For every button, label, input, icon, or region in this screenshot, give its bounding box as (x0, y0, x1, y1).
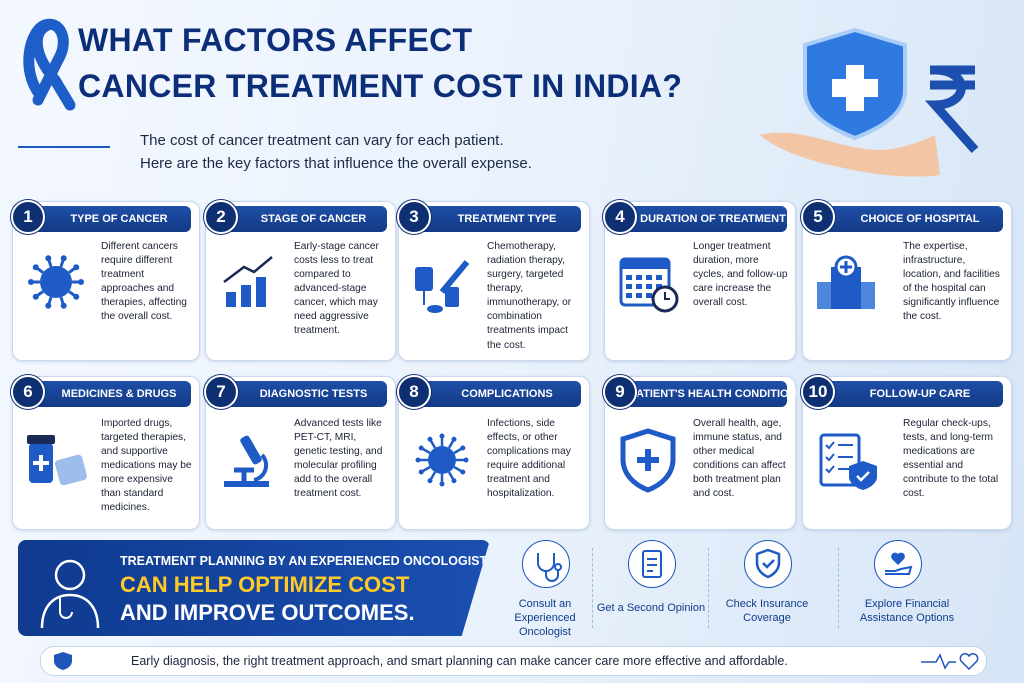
card-text: Imported drugs, targeted therapies, and … (101, 418, 192, 514)
factor-card: FOLLOW-UP CARE 10 Regular check-ups, tests… (801, 375, 1012, 530)
divider (708, 548, 709, 628)
factor-card: TYPE OF CANCER 1 Different cancers require… (11, 200, 200, 361)
card-icon (407, 425, 477, 495)
card-number: 9 (603, 375, 637, 409)
card-header: TYPE OF CANCER (21, 206, 191, 232)
title-line: CANCER TREATMENT COST IN INDIA? (78, 68, 683, 104)
card-text: Infections, side effects, or other compl… (487, 418, 571, 500)
title-line: WHAT FACTORS AFFECT (78, 22, 473, 58)
card-text: Different cancers require different trea… (101, 241, 187, 323)
icon (28, 255, 84, 309)
card-icon (811, 247, 881, 317)
action-icon (744, 540, 792, 588)
banner-line: TREATMENT PLANNING BY AN EXPERIENCED ONC… (120, 554, 488, 568)
card-number: 1 (11, 200, 45, 234)
divider (838, 548, 839, 628)
icon (642, 550, 662, 578)
icon (755, 548, 781, 579)
icon (27, 435, 87, 486)
action-label: Get a Second Opinion (596, 602, 706, 614)
card-icon (214, 247, 284, 317)
card-number: 3 (397, 200, 431, 234)
card-number: 6 (11, 375, 45, 409)
card-icon (613, 425, 683, 495)
card-header: MEDICINES & DRUGS (21, 381, 191, 407)
card-number: 7 (204, 375, 238, 409)
icon (537, 553, 562, 582)
card-text: The expertise, infrastructure, location,… (903, 241, 1000, 323)
footer-bar: Early diagnosis, the right treatment app… (40, 646, 987, 676)
factor-card: MEDICINES & DRUGS 6 Imported drugs, target… (11, 375, 200, 530)
card-text: Overall health, age, immune status, and … (693, 418, 786, 500)
card-text: Early-stage cancer costs less to treat c… (294, 241, 379, 337)
card-icon (214, 425, 284, 495)
factor-card: STAGE OF CANCER 2 Early-stage cancer costs… (204, 200, 396, 361)
action-label: Consult an Experienced Oncologist (514, 598, 576, 638)
card-text: Regular check-ups, tests, and long-term … (903, 418, 999, 500)
card-header: COMPLICATIONS (407, 381, 581, 407)
factor-card: TREATMENT TYPE 3 Chemotherapy, radiation t… (397, 200, 590, 361)
card-header: DURATION OF TREATMENT (613, 206, 787, 232)
card-text: Chemotherapy, radiation therapy, surgery… (487, 241, 572, 351)
icon (223, 256, 273, 307)
icon (415, 433, 469, 487)
icon (415, 260, 470, 313)
card-header: CHOICE OF HOSPITAL (811, 206, 1003, 232)
card-header: DIAGNOSTIC TESTS (214, 381, 387, 407)
icon (620, 428, 676, 493)
footer-icon (54, 652, 72, 670)
card-header: TREATMENT TYPE (407, 206, 581, 232)
factor-card: DURATION OF TREATMENT 4 Longer treatment d… (603, 200, 796, 361)
card-icon (21, 425, 91, 495)
doctor-icon (40, 559, 100, 629)
action-icon (874, 540, 922, 588)
divider (592, 548, 593, 628)
footer-text: Early diagnosis, the right treatment app… (131, 654, 788, 668)
action-icon (628, 540, 676, 588)
card-text: Advanced tests like PET-CT, MRI, genetic… (294, 418, 383, 500)
factor-card: DIAGNOSTIC TESTS 7 Advanced tests like PET… (204, 375, 396, 530)
card-icon (811, 425, 881, 495)
banner: TREATMENT PLANNING BY AN EXPERIENCED ONC… (18, 540, 490, 636)
card-icon (613, 247, 683, 317)
action-label: Explore Financial Assistance Options (859, 598, 955, 624)
action-icon (522, 540, 570, 588)
factor-card: PATIENT'S HEALTH CONDITION 9 Overall healt… (603, 375, 797, 530)
icon (619, 257, 679, 313)
card-header: STAGE OF CANCER (214, 206, 387, 232)
card-number: 4 (603, 200, 637, 234)
footer-icon (921, 653, 979, 671)
card-header: PATIENT'S HEALTH CONDITION (613, 381, 797, 407)
card-number: 10 (801, 375, 835, 409)
banner-line: CAN HELP OPTIMIZE COST (120, 572, 410, 597)
icon (817, 255, 875, 309)
icon (885, 552, 913, 575)
intro-line: The cost of cancer treatment can vary fo… (140, 132, 504, 149)
banner-line: AND IMPROVE OUTCOMES. (120, 600, 415, 625)
card-number: 2 (204, 200, 238, 234)
card-icon (407, 247, 477, 317)
card-number: 5 (801, 200, 835, 234)
icon (224, 435, 269, 487)
intro-line: Here are the key factors that influence … (140, 155, 532, 172)
card-number: 8 (397, 375, 431, 409)
card-header: FOLLOW-UP CARE (811, 381, 1003, 407)
card-text: Longer treatment duration, more cycles, … (693, 241, 788, 309)
action-label: Check Insurance Coverage (725, 598, 809, 624)
icon (819, 433, 877, 490)
factor-card: COMPLICATIONS 8 Infections, side effects, … (397, 375, 590, 530)
factor-card: CHOICE OF HOSPITAL 5 The expertise, infras… (801, 200, 1012, 361)
card-icon (21, 247, 91, 317)
